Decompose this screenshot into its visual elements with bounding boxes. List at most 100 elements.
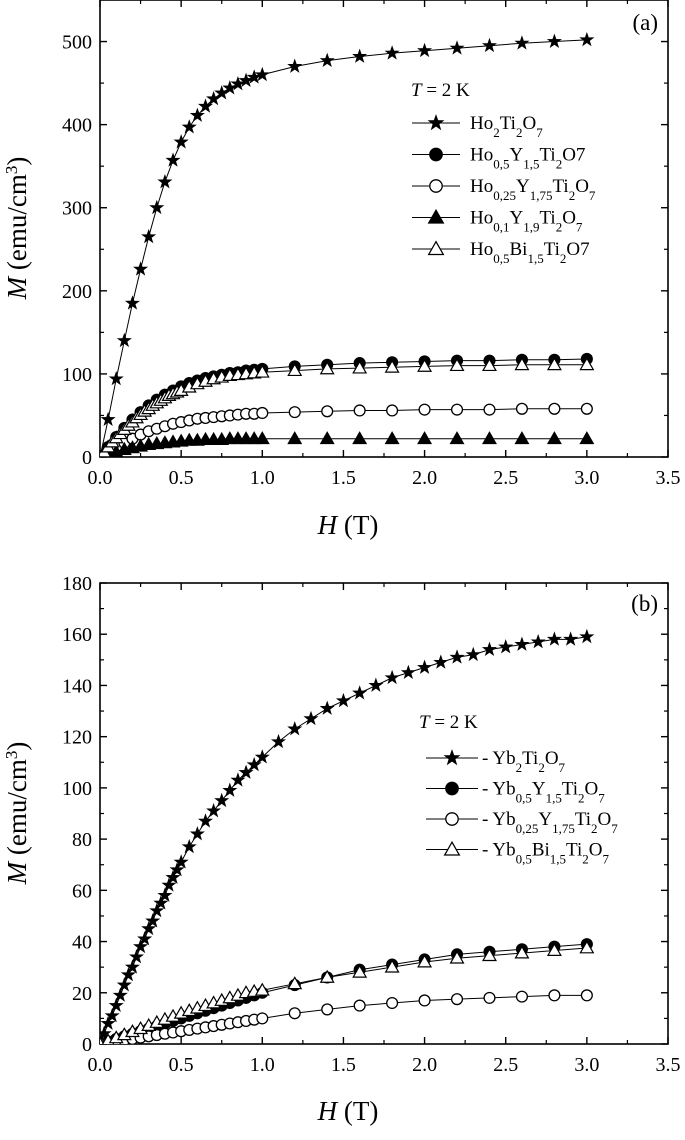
legend-label-part: O7 (562, 145, 585, 166)
x-tick-label: 1.5 (331, 467, 356, 489)
data-point (287, 721, 303, 736)
data-point (256, 1012, 269, 1025)
data-point (246, 756, 262, 772)
panel-a: 0.0 0.5 1.0 1.5 2.0 2.5 3.0 3.5 0 100 200 300 400 500… (2, 0, 681, 540)
legend-label-part: Ho (470, 113, 493, 134)
legend-label-part: 2 (556, 219, 563, 234)
data-point (417, 358, 433, 372)
legend-label-part: 1,5 (523, 156, 539, 171)
data-point (254, 66, 270, 82)
legend-header-symbol: T (419, 712, 431, 733)
legend-entry-3: Ho0,25Y1,75Ti2O7 (412, 176, 596, 203)
legend-label-part: O (585, 779, 599, 800)
data-point (165, 152, 181, 167)
data-point (563, 631, 579, 646)
legend-label-part: 0,5 (493, 156, 509, 171)
series-3 (100, 989, 593, 1044)
x-axis-title-unit: (T) (337, 510, 378, 540)
data-point (449, 649, 465, 664)
legend-label-part: Ti (544, 239, 560, 260)
legend-label-part: 2 (516, 125, 523, 140)
legend-label-part: - Yb (482, 809, 516, 830)
data-point (149, 199, 165, 215)
legend-header-rest: = 2 K (422, 80, 470, 101)
x-tick-label: 1.5 (331, 1054, 356, 1076)
legend-header: T = 2 K (411, 80, 470, 101)
legend-label-part: 2 (516, 760, 523, 775)
data-point (287, 976, 303, 990)
legend-label-part: O (598, 809, 612, 830)
legend-marker (429, 147, 443, 162)
data-point (514, 357, 530, 371)
legend-label-part: Y (532, 779, 546, 800)
legend-label-part: 7 (598, 790, 605, 805)
legend-marker (445, 812, 459, 826)
legend-label-part: 1,5 (546, 790, 562, 805)
legend-header-symbol: T (411, 80, 423, 101)
data-point (450, 993, 464, 1006)
y-tick-label: 60 (72, 880, 92, 902)
legend-label: - Yb0,5Bi1,5Ti2O7 (482, 840, 610, 867)
legend-entry-4: - Yb0,5Bi1,5Ti2O7 (426, 840, 610, 867)
x-tick-label: 3.0 (574, 1054, 599, 1076)
data-point (384, 669, 400, 685)
data-point (287, 431, 303, 445)
data-point (230, 772, 246, 787)
data-point (546, 631, 562, 646)
data-point (270, 733, 287, 749)
legend-entry-4: Ho0,1Y1,9Ti2O7 (412, 208, 583, 235)
data-point (335, 692, 351, 708)
legend-entry-2: Ho0,5Y1,5Ti2O7 (412, 145, 585, 172)
y-axis-title-symbol: M (2, 275, 32, 300)
y-tick-label: 0 (82, 1034, 92, 1056)
data-point (165, 869, 181, 884)
series-line (100, 408, 587, 457)
legend-label-part: 2 (560, 251, 567, 266)
data-point (548, 989, 561, 1002)
data-point (353, 404, 366, 417)
y-axis-title-close: ) (2, 742, 32, 751)
legend-label-part: 7 (603, 851, 610, 866)
data-point (482, 947, 497, 962)
legend-label-part: Ho (470, 208, 493, 229)
data-point (100, 411, 116, 427)
y-tick-label: 20 (72, 983, 92, 1005)
series-5 (100, 357, 595, 457)
legend-label-part: 1,9 (523, 219, 539, 234)
y-axis-title-unit: (emu/cm (2, 174, 32, 277)
legend-label-part: 2 (569, 188, 576, 203)
y-axis-title-close: ) (2, 157, 32, 166)
data-point (169, 861, 185, 877)
data-point (100, 1015, 116, 1030)
legend-label-part: 2 (538, 760, 545, 775)
data-point (352, 685, 368, 700)
legend-entry-2: - Yb0,5Y1,5Ti2O7 (426, 779, 605, 805)
data-point (141, 228, 157, 244)
legend-label-part: 1,75 (552, 821, 575, 836)
data-point (353, 999, 366, 1012)
data-point (579, 31, 595, 47)
legend-label-part: 7 (559, 760, 566, 775)
data-point (141, 920, 157, 936)
legend-label-part: 0,5 (516, 851, 532, 866)
legend-label-part: - Yb (482, 748, 516, 769)
data-point (319, 361, 335, 375)
legend-marker (427, 208, 445, 224)
x-tick-label: 1.0 (250, 467, 275, 489)
data-point (124, 295, 140, 310)
x-tick-label: 1.0 (250, 1054, 275, 1076)
data-point (145, 913, 161, 928)
legend-label-part: Ti (539, 145, 555, 166)
legend-label-part: Ti (575, 809, 591, 830)
data-point (133, 938, 149, 954)
legend-label: Ho0,5Y1,5Ti2O7 (470, 145, 585, 172)
legend-label-part: 2 (556, 156, 563, 171)
legend-label-part: Y (509, 145, 523, 166)
data-point (450, 403, 464, 416)
data-point (498, 639, 514, 654)
legend-label: Ho0,1Y1,9Ti2O7 (470, 208, 583, 235)
data-point (417, 954, 433, 968)
data-point (238, 72, 254, 87)
legend-label-part: 7 (589, 188, 596, 203)
legend-label-part: 2 (591, 821, 598, 836)
